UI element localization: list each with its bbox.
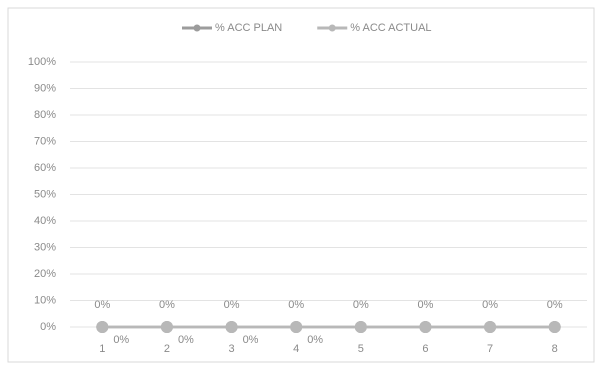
data-label: 0% (353, 299, 369, 311)
y-tick-label: 50% (34, 188, 56, 200)
chart-frame (7, 7, 595, 363)
data-label: 0% (224, 299, 240, 311)
data-label: 0% (547, 299, 563, 311)
point (225, 321, 238, 333)
data-label: 0% (417, 299, 433, 311)
y-tick-label: 100% (28, 56, 56, 68)
data-label: 0% (482, 299, 498, 311)
x-tick-label: 7 (487, 343, 493, 355)
point (290, 321, 303, 333)
data-label: 0% (243, 334, 259, 346)
x-tick-label: 5 (358, 343, 364, 355)
x-tick-label: 6 (422, 343, 428, 355)
point (354, 321, 367, 333)
y-tick-label: 40% (34, 215, 56, 227)
x-tick-label: 4 (293, 343, 299, 355)
data-label: 0% (113, 334, 129, 346)
x-tick-label: 1 (99, 343, 105, 355)
x-tick-label: 8 (552, 343, 558, 355)
data-label: 0% (94, 299, 110, 311)
y-tick-label: 90% (34, 82, 56, 94)
y-tick-label: 20% (34, 268, 56, 280)
data-label: 0% (288, 299, 304, 311)
y-tick-label: 10% (34, 294, 56, 306)
legend-marker (193, 24, 201, 32)
y-tick-label: 60% (34, 162, 56, 174)
point (548, 321, 561, 333)
point (419, 321, 432, 333)
legend-label: % ACC PLAN (215, 22, 282, 34)
legend-marker (328, 24, 336, 32)
data-label: 0% (307, 334, 323, 346)
y-tick-label: 80% (34, 109, 56, 121)
x-tick-label: 2 (164, 343, 170, 355)
legend-label: % ACC ACTUAL (350, 22, 431, 34)
data-label: 0% (159, 299, 175, 311)
x-tick-label: 3 (229, 343, 235, 355)
y-tick-label: 70% (34, 135, 56, 147)
data-label: 0% (178, 334, 194, 346)
y-tick-label: 0% (40, 321, 56, 333)
point (160, 321, 173, 333)
point (484, 321, 497, 333)
point (96, 321, 109, 333)
y-tick-label: 30% (34, 241, 56, 253)
